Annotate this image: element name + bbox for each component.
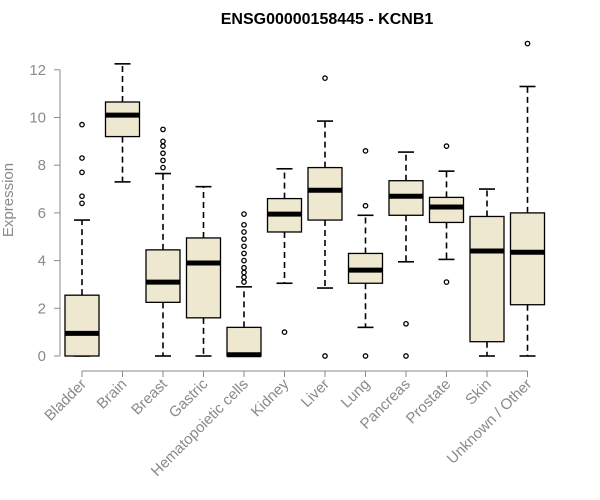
outlier-point — [241, 243, 247, 250]
outlier-point — [160, 143, 166, 149]
outlier-point — [403, 320, 409, 327]
outlier-point — [241, 274, 247, 281]
outlier-point — [160, 157, 166, 164]
outlier-point — [241, 229, 247, 235]
y-tick-label: 2 — [38, 300, 46, 317]
outlier-point — [241, 236, 247, 242]
x-tick-label: Lung — [338, 376, 374, 412]
box-bladder — [64, 121, 100, 357]
box-pancreas — [388, 151, 424, 359]
x-tick-label: Skin — [462, 376, 495, 409]
outlier-point — [241, 211, 247, 217]
outlier-point — [160, 150, 166, 157]
y-tick-label: 8 — [38, 157, 46, 174]
outlier-point — [79, 155, 85, 161]
outlier-point — [241, 257, 247, 264]
box-unknown-other — [509, 40, 546, 357]
box-hematopoietic-cells — [226, 211, 262, 358]
box-prostate — [428, 143, 465, 285]
outlier-point — [443, 279, 450, 285]
y-tick-label: 6 — [38, 205, 46, 222]
iqr-box — [185, 237, 222, 319]
y-tick-label: 12 — [29, 62, 46, 79]
x-tick-label: Liver — [298, 376, 333, 411]
outlier-point — [160, 164, 166, 171]
outlier-point — [443, 143, 450, 149]
x-tick-label: Brain — [94, 376, 131, 413]
outlier-point — [160, 126, 166, 133]
y-axis-label: Expression — [0, 163, 17, 237]
iqr-box — [145, 249, 181, 303]
iqr-box — [64, 294, 100, 357]
box-lung — [347, 148, 384, 359]
y-tick-label: 4 — [38, 253, 46, 270]
iqr-box — [307, 166, 343, 221]
iqr-box — [428, 196, 465, 224]
outlier-point — [322, 353, 328, 359]
outlier-point — [362, 148, 369, 154]
x-axis — [81, 370, 528, 377]
y-tick-label: 10 — [29, 110, 46, 127]
box-brain — [104, 63, 141, 183]
x-tick-label: Breast — [128, 375, 171, 418]
x-tick-label: Prostate — [403, 376, 455, 428]
box-kidney — [266, 167, 303, 335]
x-tick-label: Kidney — [248, 375, 293, 420]
outlier-point — [362, 353, 369, 359]
outlier-point — [241, 269, 247, 276]
outlier-point — [322, 75, 328, 81]
iqr-box — [469, 215, 505, 343]
box-breast — [145, 126, 181, 357]
outlier-point — [79, 193, 85, 200]
iqr-box — [104, 101, 141, 138]
chart-title: ENSG00000158445 - KCNB1 — [221, 11, 434, 28]
outlier-point — [160, 138, 166, 145]
outlier-point — [241, 221, 247, 228]
outlier-point — [281, 329, 288, 335]
y-axis: 0 2 4 6 8 10 12 — [29, 62, 61, 365]
outlier-point — [241, 264, 247, 271]
iqr-box — [509, 212, 546, 306]
outlier-point — [524, 40, 531, 47]
box-skin — [469, 188, 505, 357]
outlier-point — [241, 250, 247, 257]
box-gastric — [185, 185, 222, 357]
x-tick-label: Bladder — [41, 376, 90, 425]
outlier-point — [403, 353, 409, 359]
outlier-point — [79, 200, 85, 207]
outlier-point — [362, 202, 369, 209]
outlier-point — [79, 121, 85, 128]
iqr-box — [226, 326, 262, 357]
y-tick-label: 0 — [38, 348, 46, 365]
box-liver — [307, 75, 343, 359]
boxes-group — [64, 40, 546, 359]
outlier-point — [241, 279, 247, 285]
outlier-point — [79, 169, 85, 176]
